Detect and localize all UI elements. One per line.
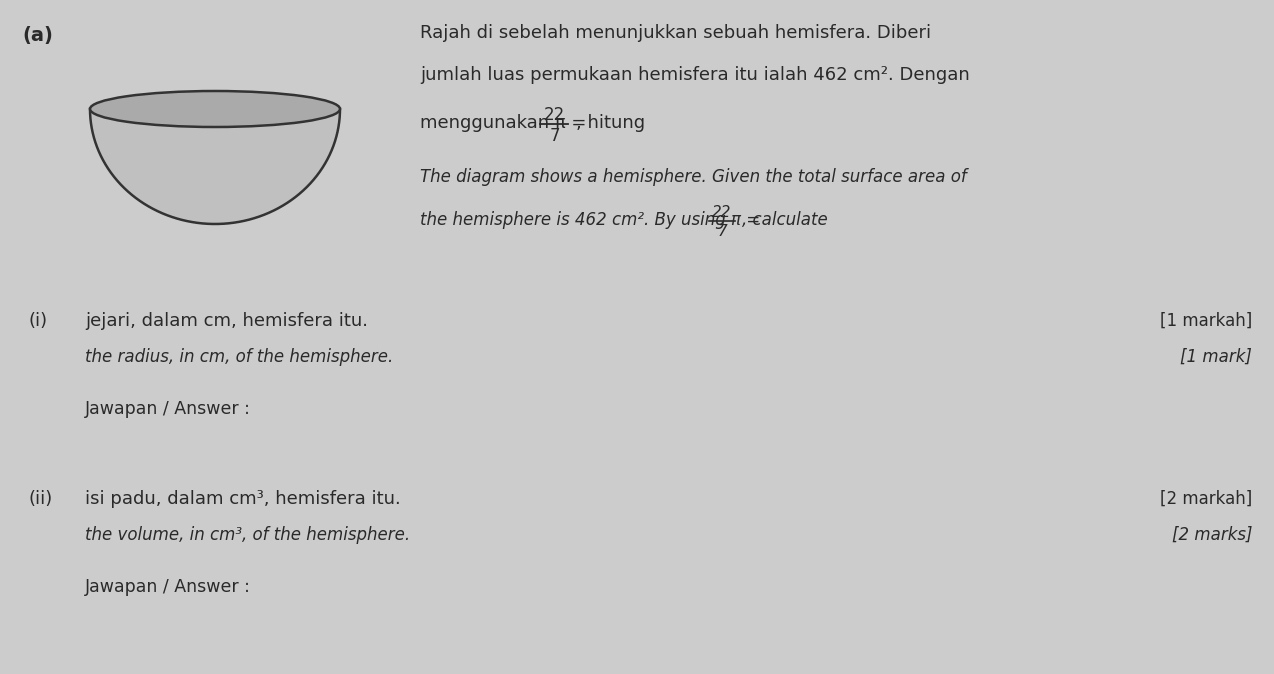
Text: menggunakan π =: menggunakan π = bbox=[420, 114, 592, 132]
Text: (ii): (ii) bbox=[28, 490, 52, 508]
Text: the volume, in cm³, of the hemisphere.: the volume, in cm³, of the hemisphere. bbox=[85, 526, 410, 544]
Text: [2 marks]: [2 marks] bbox=[1172, 526, 1252, 544]
Text: [1 markah]: [1 markah] bbox=[1159, 312, 1252, 330]
Text: , calculate: , calculate bbox=[741, 211, 828, 229]
Ellipse shape bbox=[90, 91, 340, 127]
Text: (i): (i) bbox=[28, 312, 47, 330]
Text: [2 markah]: [2 markah] bbox=[1159, 490, 1252, 508]
Text: [1 mark]: [1 mark] bbox=[1180, 348, 1252, 366]
Text: (a): (a) bbox=[22, 26, 54, 45]
Text: the radius, in cm, of the hemisphere.: the radius, in cm, of the hemisphere. bbox=[85, 348, 394, 366]
Text: the hemisphere is 462 cm². By using π =: the hemisphere is 462 cm². By using π = bbox=[420, 211, 766, 229]
Text: Jawapan / Answer :: Jawapan / Answer : bbox=[85, 400, 251, 418]
Text: Rajah di sebelah menunjukkan sebuah hemisfera. Diberi: Rajah di sebelah menunjukkan sebuah hemi… bbox=[420, 24, 931, 42]
Text: isi padu, dalam cm³, hemisfera itu.: isi padu, dalam cm³, hemisfera itu. bbox=[85, 490, 401, 508]
Text: , hitung: , hitung bbox=[576, 114, 646, 132]
Text: The diagram shows a hemisphere. Given the total surface area of: The diagram shows a hemisphere. Given th… bbox=[420, 168, 967, 186]
Text: 22: 22 bbox=[712, 205, 731, 220]
Text: 22: 22 bbox=[544, 106, 566, 124]
Text: 7: 7 bbox=[717, 224, 727, 239]
Text: Jawapan / Answer :: Jawapan / Answer : bbox=[85, 578, 251, 596]
Text: jumlah luas permukaan hemisfera itu ialah 462 cm². Dengan: jumlah luas permukaan hemisfera itu iala… bbox=[420, 66, 970, 84]
Text: 7: 7 bbox=[549, 127, 559, 145]
Text: jejari, dalam cm, hemisfera itu.: jejari, dalam cm, hemisfera itu. bbox=[85, 312, 368, 330]
Polygon shape bbox=[90, 109, 340, 224]
